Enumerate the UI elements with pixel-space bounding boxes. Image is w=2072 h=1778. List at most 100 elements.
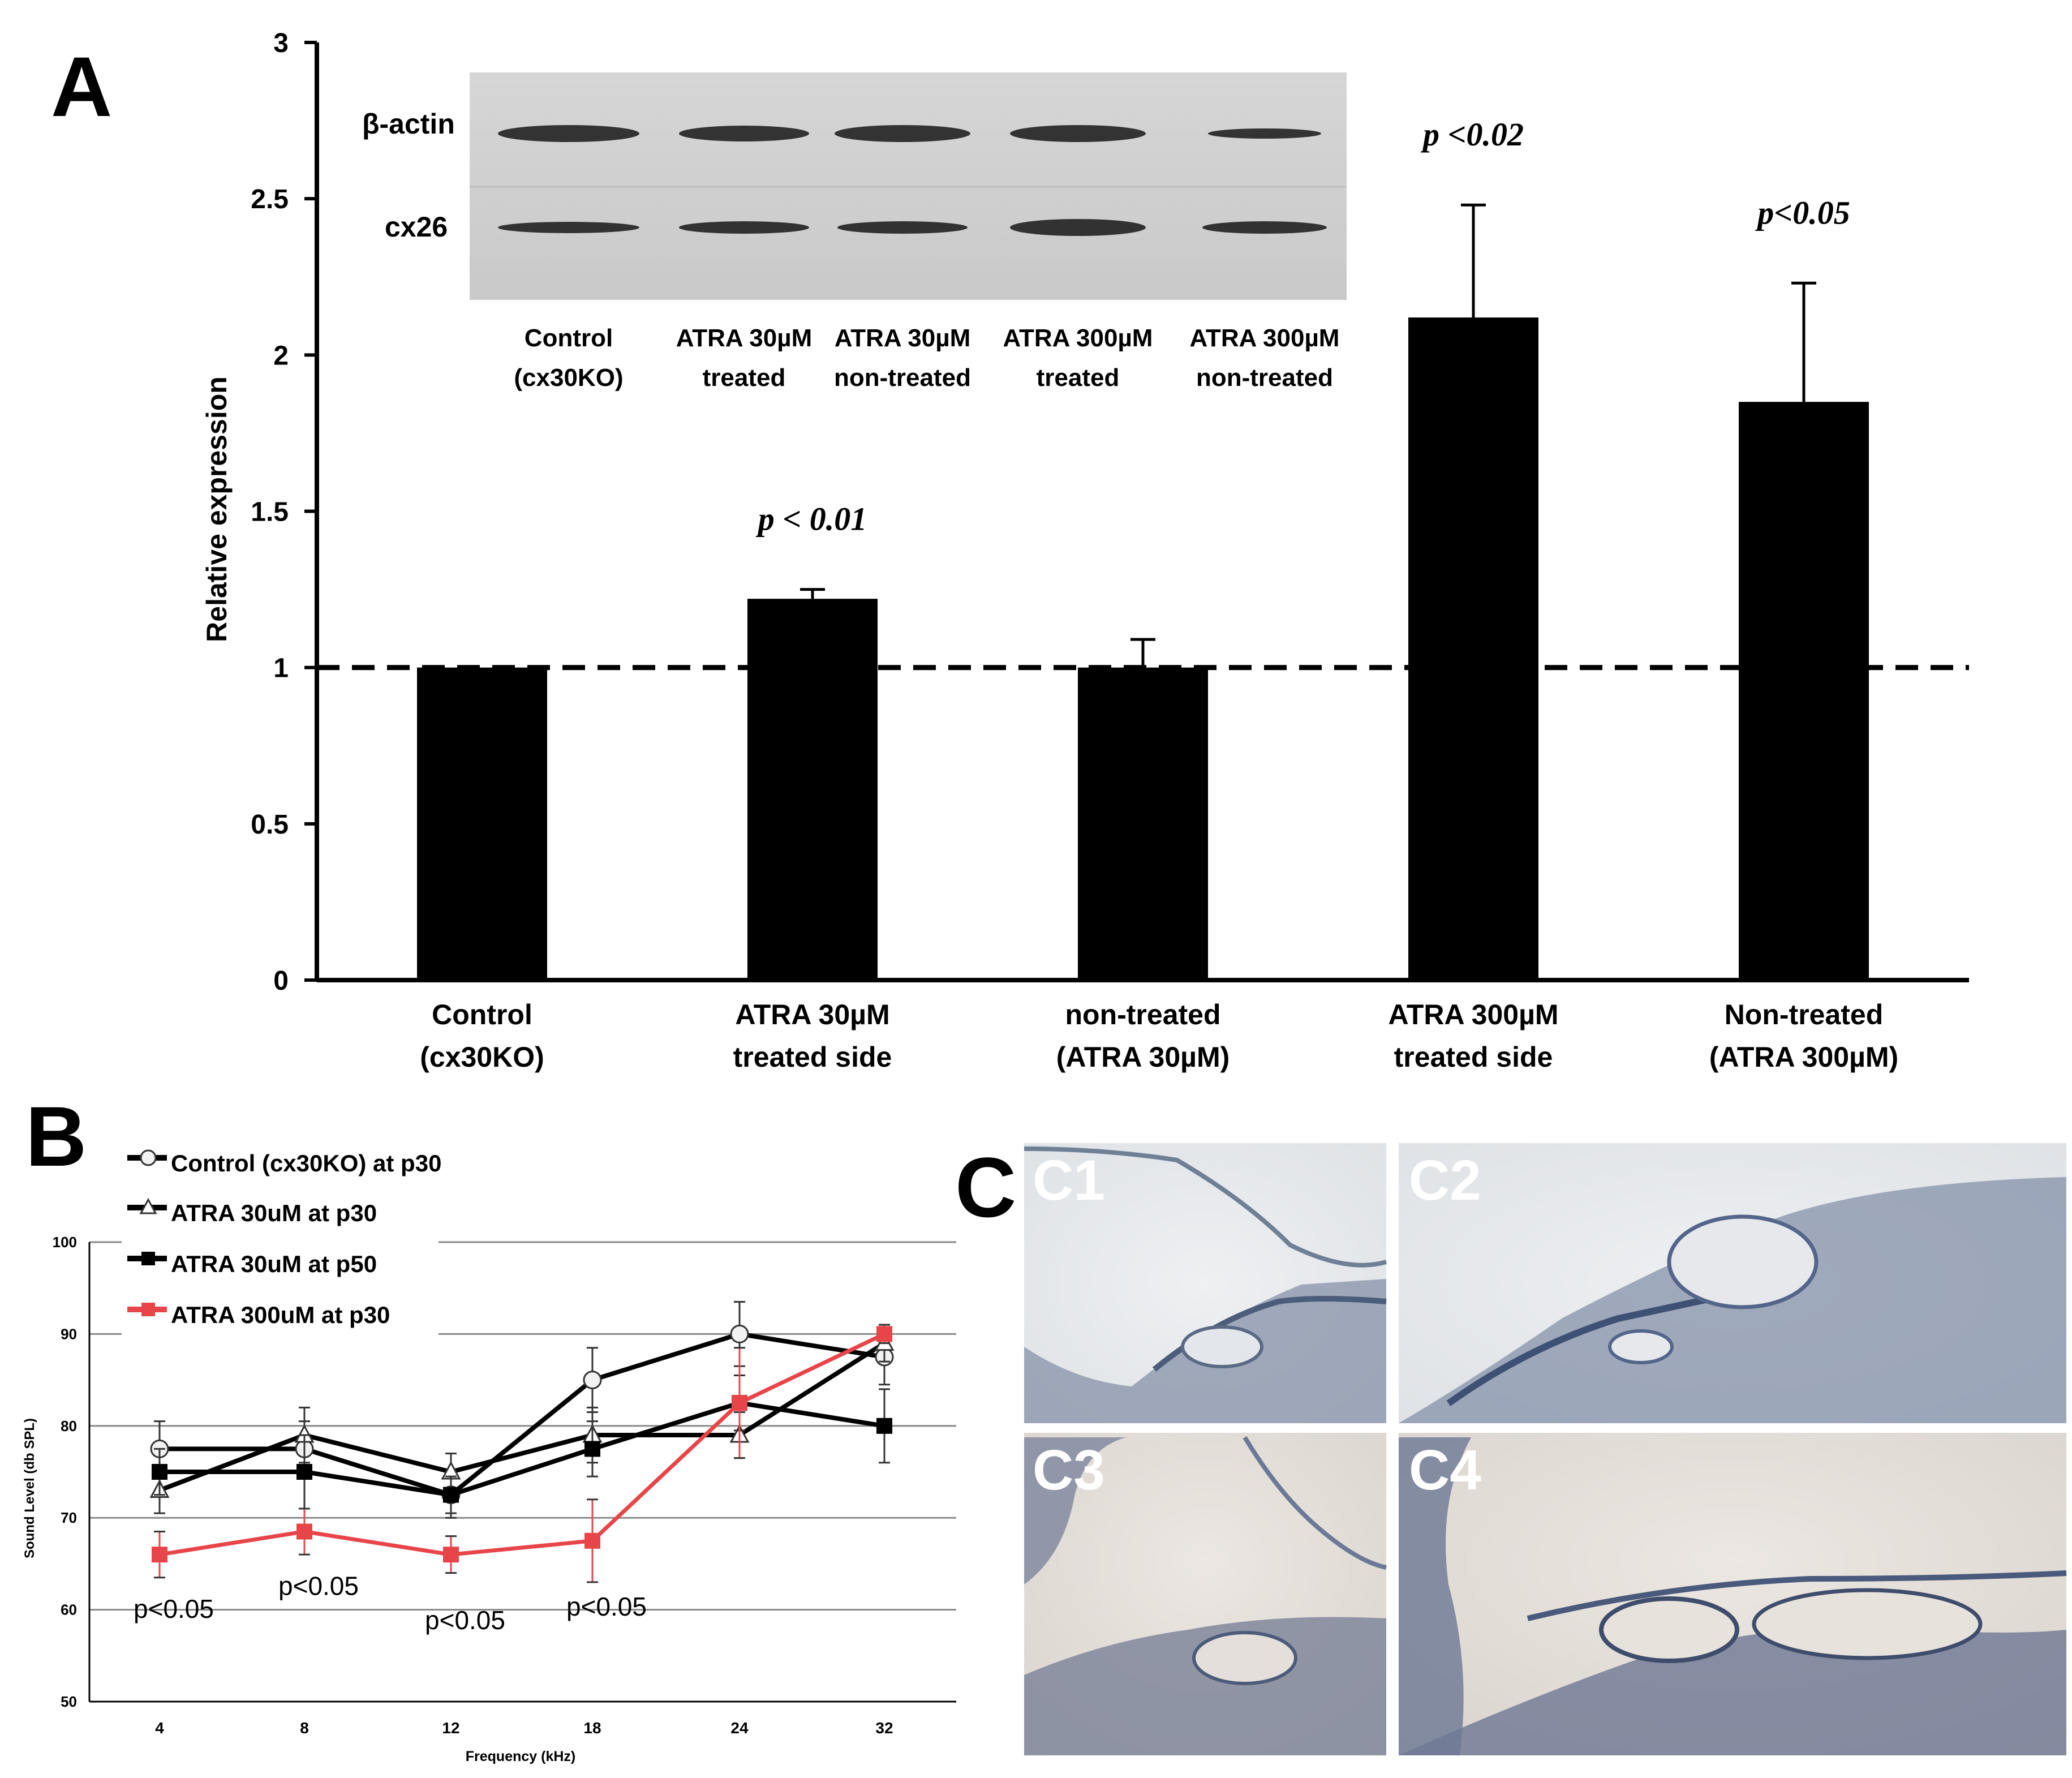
b-y-tick-label: 50 <box>61 1693 77 1710</box>
chart-a: Relative expression 0 0.5 1 1.5 2 2.5 3 Contro… <box>201 28 1969 1073</box>
blot-lane-label: ATRA 300µM <box>1003 324 1153 352</box>
chart-b: Sound Level (db SPL) Frequency (kHz) 50 6… <box>22 1123 956 1764</box>
b-x-axis-label: Frequency (kHz) <box>466 1749 575 1764</box>
blot-row-label: β-actin <box>362 108 455 140</box>
micrograph-label-c1: C1 <box>1033 1149 1105 1212</box>
a-p-value: p <0.02 <box>1420 116 1524 153</box>
micrograph-c2: C2 <box>1399 1143 2066 1423</box>
blot-row-labels: β-actin cx26 <box>362 108 455 243</box>
b-point <box>876 1418 892 1434</box>
a-bars <box>417 317 1869 980</box>
blot-lane-label: ATRA 300µM <box>1190 324 1340 352</box>
blot-band <box>498 222 639 233</box>
a-category-label: non-treated <box>1065 999 1221 1030</box>
micrograph-c1: C1 <box>1024 1143 1387 1423</box>
b-series-group <box>152 1374 892 1514</box>
micrograph-grid: C1 C2 C3 C4 <box>1024 1143 2067 1755</box>
b-series-line <box>158 1341 886 1493</box>
micrograph-label-c4: C4 <box>1409 1438 1481 1502</box>
a-y-ticks: 0 0.5 1 1.5 2 2.5 3 <box>251 28 317 996</box>
b-x-tick-label: 4 <box>155 1719 164 1737</box>
b-y-tick-label: 90 <box>61 1325 77 1342</box>
a-category-label: (ATRA 300µM) <box>1709 1041 1898 1073</box>
b-series-group <box>152 1324 892 1583</box>
b-point <box>584 1441 600 1457</box>
a-bar <box>1739 402 1869 980</box>
a-category-labels: Control (cx30KO) ATRA 30µM treated side non-… <box>420 999 1898 1073</box>
a-p-value: p<0.05 <box>1755 194 1850 231</box>
blot-band <box>679 221 809 234</box>
b-point <box>296 1464 312 1480</box>
blot-bands <box>498 125 1327 236</box>
micrograph-label-c3: C3 <box>1033 1438 1105 1502</box>
b-annotations: p<0.05 p<0.05 p<0.05 p<0.05 <box>134 1571 647 1635</box>
a-category-label: treated side <box>733 1041 892 1073</box>
western-blot-inset: β-actin cx26 Control (cx30KO) ATRA 30µM trea… <box>362 72 1347 392</box>
blot-lane-label: non-treated <box>1196 364 1333 392</box>
a-y-tick-label: 3 <box>273 28 289 58</box>
b-x-tick-label: 18 <box>583 1719 601 1737</box>
panel-a-letter: A <box>51 39 112 134</box>
blot-lane-label: treated <box>703 364 786 392</box>
blot-lane-label: ATRA 30µM <box>676 324 812 352</box>
blot-band <box>837 221 968 234</box>
b-point <box>876 1326 892 1342</box>
b-p-value: p<0.05 <box>566 1592 647 1621</box>
b-x-ticks: 4 8 12 18 24 32 <box>155 1719 893 1737</box>
a-category-label: ATRA 300µM <box>1388 999 1558 1030</box>
b-p-value: p<0.05 <box>278 1571 359 1601</box>
blot-band <box>1010 219 1146 236</box>
a-bar <box>417 667 547 980</box>
blot-band <box>1208 128 1321 139</box>
a-bar <box>1078 667 1208 980</box>
b-y-tick-label: 100 <box>53 1234 77 1251</box>
b-p-value: p<0.05 <box>134 1594 214 1624</box>
blot-band <box>498 125 639 142</box>
blot-lane-label: non-treated <box>834 364 971 392</box>
b-legend-label: Control (cx30KO) at p30 <box>171 1150 441 1176</box>
blot-lane-label: (cx30KO) <box>514 364 623 392</box>
blot-lane-label: ATRA 30µM <box>835 324 970 352</box>
blot-lane-label: Control <box>525 324 613 352</box>
b-legend-label: ATRA 30uM at p30 <box>171 1200 377 1226</box>
b-x-tick-label: 12 <box>442 1719 459 1737</box>
b-point <box>152 1464 167 1480</box>
a-error-bars <box>800 203 1816 668</box>
a-y-tick-label: 2 <box>273 341 289 371</box>
b-point <box>443 1487 459 1503</box>
a-category-label: (ATRA 30µM) <box>1056 1041 1230 1073</box>
b-y-tick-label: 70 <box>61 1509 77 1526</box>
panel-b-letter: B <box>25 1089 87 1184</box>
b-point <box>583 1371 602 1390</box>
a-category-label: Non-treated <box>1725 999 1884 1030</box>
micrograph-label-c2: C2 <box>1409 1149 1481 1212</box>
blot-lane-label: treated <box>1037 364 1120 392</box>
micrograph-c4: C4 <box>1399 1433 2067 1755</box>
a-bar <box>747 599 878 980</box>
a-y-tick-label: 0.5 <box>251 810 289 840</box>
b-point <box>443 1547 459 1563</box>
b-y-axis-label: Sound Level (db SPL) <box>22 1418 37 1558</box>
a-category-label: ATRA 30µM <box>735 999 889 1030</box>
b-y-tick-label: 80 <box>61 1418 77 1435</box>
b-y-ticks: 50 60 70 80 90 100 <box>53 1234 77 1710</box>
b-x-tick-label: 8 <box>300 1719 309 1737</box>
a-y-tick-label: 0 <box>273 966 289 996</box>
b-series-line <box>160 1332 885 1498</box>
blot-row-label: cx26 <box>385 211 448 243</box>
b-point <box>584 1532 600 1549</box>
a-bar <box>1408 317 1538 980</box>
b-legend-marker <box>141 1252 155 1265</box>
a-category-label: Control <box>432 999 532 1030</box>
blot-band <box>679 126 809 141</box>
micrograph-c3: C3 <box>1024 1433 1387 1755</box>
blot-band <box>1202 221 1327 234</box>
b-legend: Control (cx30KO) at p30 ATRA 30uM at p30 A… <box>122 1123 441 1347</box>
b-legend-box <box>122 1123 439 1347</box>
a-category-label: treated side <box>1394 1041 1553 1073</box>
b-point <box>152 1547 167 1563</box>
blot-band <box>835 125 970 142</box>
b-x-tick-label: 24 <box>730 1719 749 1737</box>
b-p-value: p<0.05 <box>425 1605 505 1635</box>
b-point <box>732 1395 747 1411</box>
